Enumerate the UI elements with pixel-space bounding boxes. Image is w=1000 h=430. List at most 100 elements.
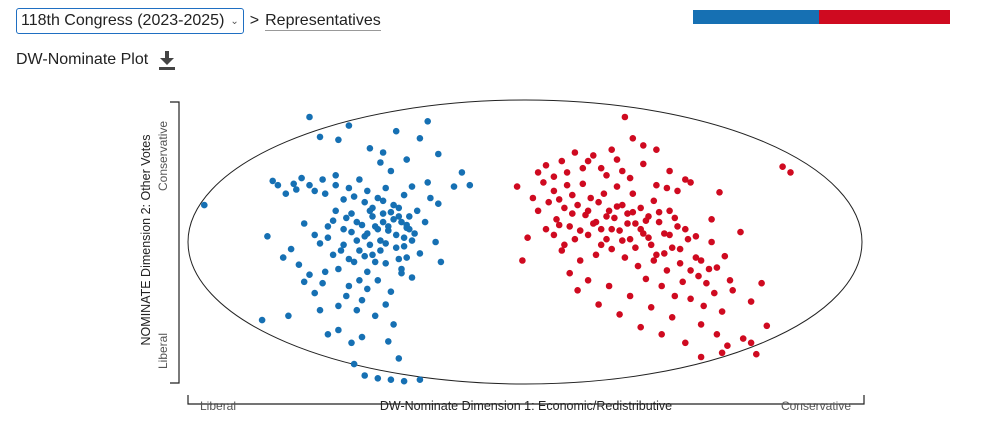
democrat-point-56[interactable]: [377, 237, 384, 244]
republican-point-108[interactable]: [682, 225, 689, 233]
republican-point-22[interactable]: [587, 194, 594, 202]
democrat-point-2[interactable]: [269, 177, 277, 185]
democrat-point-139[interactable]: [416, 135, 424, 142]
republican-point-21[interactable]: [584, 231, 592, 239]
republican-point-31[interactable]: [611, 214, 618, 222]
democrat-point-6[interactable]: [290, 180, 298, 188]
republican-point-139[interactable]: [787, 169, 794, 176]
republican-point-143[interactable]: [558, 157, 566, 165]
republican-point-15[interactable]: [569, 191, 576, 199]
republican-point-127[interactable]: [629, 135, 637, 142]
republican-point-58[interactable]: [684, 235, 692, 243]
republican-point-137[interactable]: [718, 349, 726, 357]
republican-point-125[interactable]: [682, 176, 689, 183]
republican-point-95[interactable]: [619, 237, 626, 244]
republican-point-24[interactable]: [592, 251, 600, 259]
republican-point-57[interactable]: [679, 278, 686, 286]
democrat-point-38[interactable]: [324, 223, 332, 230]
democrat-point-107[interactable]: [413, 207, 421, 215]
republican-point-97[interactable]: [629, 208, 637, 216]
democrat-point-47[interactable]: [353, 218, 361, 226]
republican-point-111[interactable]: [697, 257, 705, 264]
democrat-point-68[interactable]: [408, 274, 416, 281]
democrat-point-102[interactable]: [395, 255, 403, 263]
democrat-point-1[interactable]: [264, 233, 271, 240]
republican-point-25[interactable]: [595, 198, 602, 206]
democrat-point-90[interactable]: [358, 221, 366, 229]
republican-point-126[interactable]: [563, 169, 571, 176]
democrat-point-8[interactable]: [306, 181, 313, 189]
republican-point-80[interactable]: [668, 314, 676, 321]
democrat-point-33[interactable]: [300, 220, 308, 227]
republican-point-71[interactable]: [574, 287, 581, 294]
republican-point-130[interactable]: [621, 113, 629, 121]
republican-point-153[interactable]: [716, 189, 723, 196]
democrat-point-136[interactable]: [377, 159, 384, 166]
republican-point-18[interactable]: [576, 257, 584, 264]
democrat-point-15[interactable]: [345, 184, 353, 192]
republican-point-11[interactable]: [558, 247, 566, 254]
republican-point-76[interactable]: [626, 292, 634, 300]
republican-point-35[interactable]: [621, 254, 629, 261]
republican-point-61[interactable]: [695, 272, 702, 280]
democrat-point-134[interactable]: [345, 122, 353, 129]
democrat-point-87[interactable]: [348, 210, 355, 217]
democrat-point-94[interactable]: [369, 213, 376, 220]
democrat-point-22[interactable]: [379, 210, 387, 217]
republican-point-14[interactable]: [566, 223, 573, 230]
republican-point-54[interactable]: [671, 292, 679, 300]
democrat-point-49[interactable]: [358, 296, 366, 304]
democrat-point-88[interactable]: [353, 237, 361, 244]
democrat-point-120[interactable]: [350, 360, 358, 368]
democrat-point-121[interactable]: [361, 372, 369, 379]
republican-point-145[interactable]: [584, 157, 592, 165]
democrat-point-76[interactable]: [364, 285, 371, 293]
democrat-point-19[interactable]: [364, 187, 371, 195]
democrat-point-13[interactable]: [332, 181, 340, 189]
breadcrumb-representatives[interactable]: Representatives: [265, 11, 381, 31]
democrat-point-9[interactable]: [311, 187, 319, 195]
democrat-point-112[interactable]: [432, 238, 439, 246]
republican-point-100[interactable]: [642, 217, 650, 224]
republican-point-41[interactable]: [637, 204, 644, 212]
democrat-point-114[interactable]: [437, 258, 445, 266]
republican-point-106[interactable]: [671, 214, 679, 222]
republican-point-134[interactable]: [739, 335, 747, 342]
republican-point-96[interactable]: [624, 220, 631, 227]
republican-point-120[interactable]: [613, 156, 621, 163]
democrat-point-91[interactable]: [361, 252, 369, 260]
republican-point-123[interactable]: [653, 181, 660, 189]
democrat-point-27[interactable]: [400, 191, 408, 199]
republican-point-79[interactable]: [658, 331, 665, 338]
republican-point-12[interactable]: [561, 204, 568, 212]
democrat-point-12[interactable]: [332, 172, 340, 179]
democrat-point-143[interactable]: [358, 333, 366, 341]
republican-point-117[interactable]: [579, 164, 587, 172]
republican-point-53[interactable]: [668, 244, 676, 251]
democrat-point-61[interactable]: [390, 216, 397, 223]
democrat-point-96[interactable]: [374, 225, 382, 233]
republican-point-37[interactable]: [626, 235, 634, 243]
democrat-point-23[interactable]: [382, 184, 390, 192]
republican-point-72[interactable]: [584, 277, 592, 284]
democrat-point-138[interactable]: [403, 156, 411, 163]
democrat-point-44[interactable]: [345, 282, 353, 290]
republican-point-88[interactable]: [576, 227, 584, 234]
download-icon[interactable]: [158, 50, 176, 70]
democrat-point-103[interactable]: [398, 218, 405, 226]
democrat-point-72[interactable]: [321, 268, 329, 276]
democrat-point-124[interactable]: [400, 377, 408, 385]
republican-point-29[interactable]: [605, 207, 613, 215]
republican-point-141[interactable]: [542, 162, 550, 169]
republican-point-122[interactable]: [640, 160, 647, 168]
republican-point-16[interactable]: [571, 235, 579, 243]
democrat-point-36[interactable]: [316, 240, 324, 247]
republican-point-131[interactable]: [763, 322, 771, 330]
republican-point-133[interactable]: [747, 339, 755, 347]
democrat-point-77[interactable]: [371, 312, 379, 320]
democrat-point-18[interactable]: [361, 198, 369, 206]
republican-point-148[interactable]: [619, 167, 626, 175]
democrat-point-45[interactable]: [348, 228, 355, 236]
republican-point-86[interactable]: [561, 241, 568, 249]
democrat-point-30[interactable]: [279, 254, 287, 261]
